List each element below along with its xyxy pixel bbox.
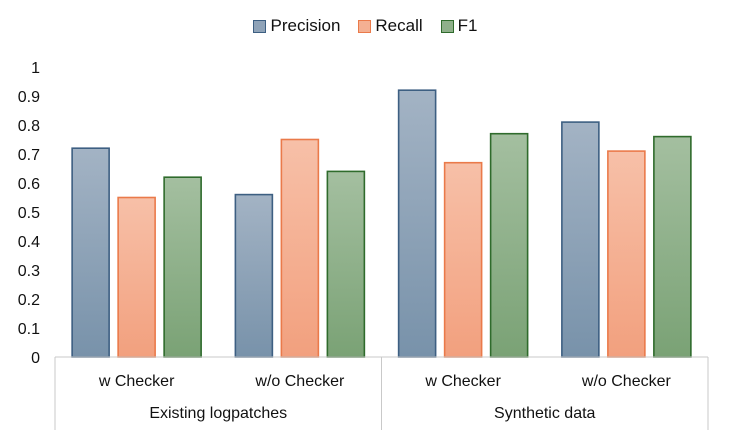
y-tick-label: 0 — [31, 350, 40, 367]
bar-precision-1 — [234, 193, 274, 358]
legend-swatch-f1 — [440, 19, 454, 33]
y-tick-label: 0.9 — [18, 89, 40, 106]
x-group-label: Existing logpatches — [149, 405, 287, 422]
y-tick-label: 0.2 — [18, 292, 40, 309]
bar-recall-1 — [280, 138, 320, 358]
x-category-label: w/o Checker — [581, 373, 672, 390]
legend-swatch-precision — [253, 19, 267, 33]
y-tick-label: 0.1 — [18, 321, 40, 338]
y-tick-label: 0.7 — [18, 147, 40, 164]
legend-item-precision: Precision — [253, 16, 340, 36]
bar-f1-1 — [326, 170, 366, 358]
bar-precision-3 — [561, 121, 600, 358]
x-category-label: w/o Checker — [254, 373, 345, 390]
y-tick-label: 0.4 — [18, 234, 40, 251]
y-tick-label: 0.6 — [18, 176, 40, 193]
bar-precision-2 — [397, 89, 437, 358]
legend-label-f1: F1 — [457, 16, 478, 35]
bar-f1-0 — [163, 176, 202, 358]
bar-precision-0 — [71, 147, 110, 358]
bar-recall-3 — [607, 150, 646, 358]
x-category-label: w Checker — [98, 373, 175, 390]
legend-item-recall: Recall — [358, 16, 423, 36]
legend-label-precision: Precision — [270, 16, 341, 35]
legend-label-recall: Recall — [375, 16, 423, 35]
legend-swatch-recall — [358, 19, 372, 33]
x-category-label: w Checker — [424, 373, 501, 390]
y-tick-label: 0.3 — [18, 263, 40, 280]
legend-item-f1: F1 — [440, 16, 478, 36]
y-tick-label: 0.8 — [18, 118, 40, 135]
y-tick-label: 1 — [31, 60, 40, 77]
chart-legend: Precision Recall F1 — [0, 16, 731, 36]
y-tick-label: 0.5 — [18, 205, 40, 222]
bar-recall-0 — [117, 196, 156, 358]
bar-recall-2 — [443, 161, 483, 358]
bar-f1-2 — [489, 132, 529, 358]
x-group-label: Synthetic data — [494, 405, 596, 422]
bar-f1-3 — [653, 135, 692, 358]
